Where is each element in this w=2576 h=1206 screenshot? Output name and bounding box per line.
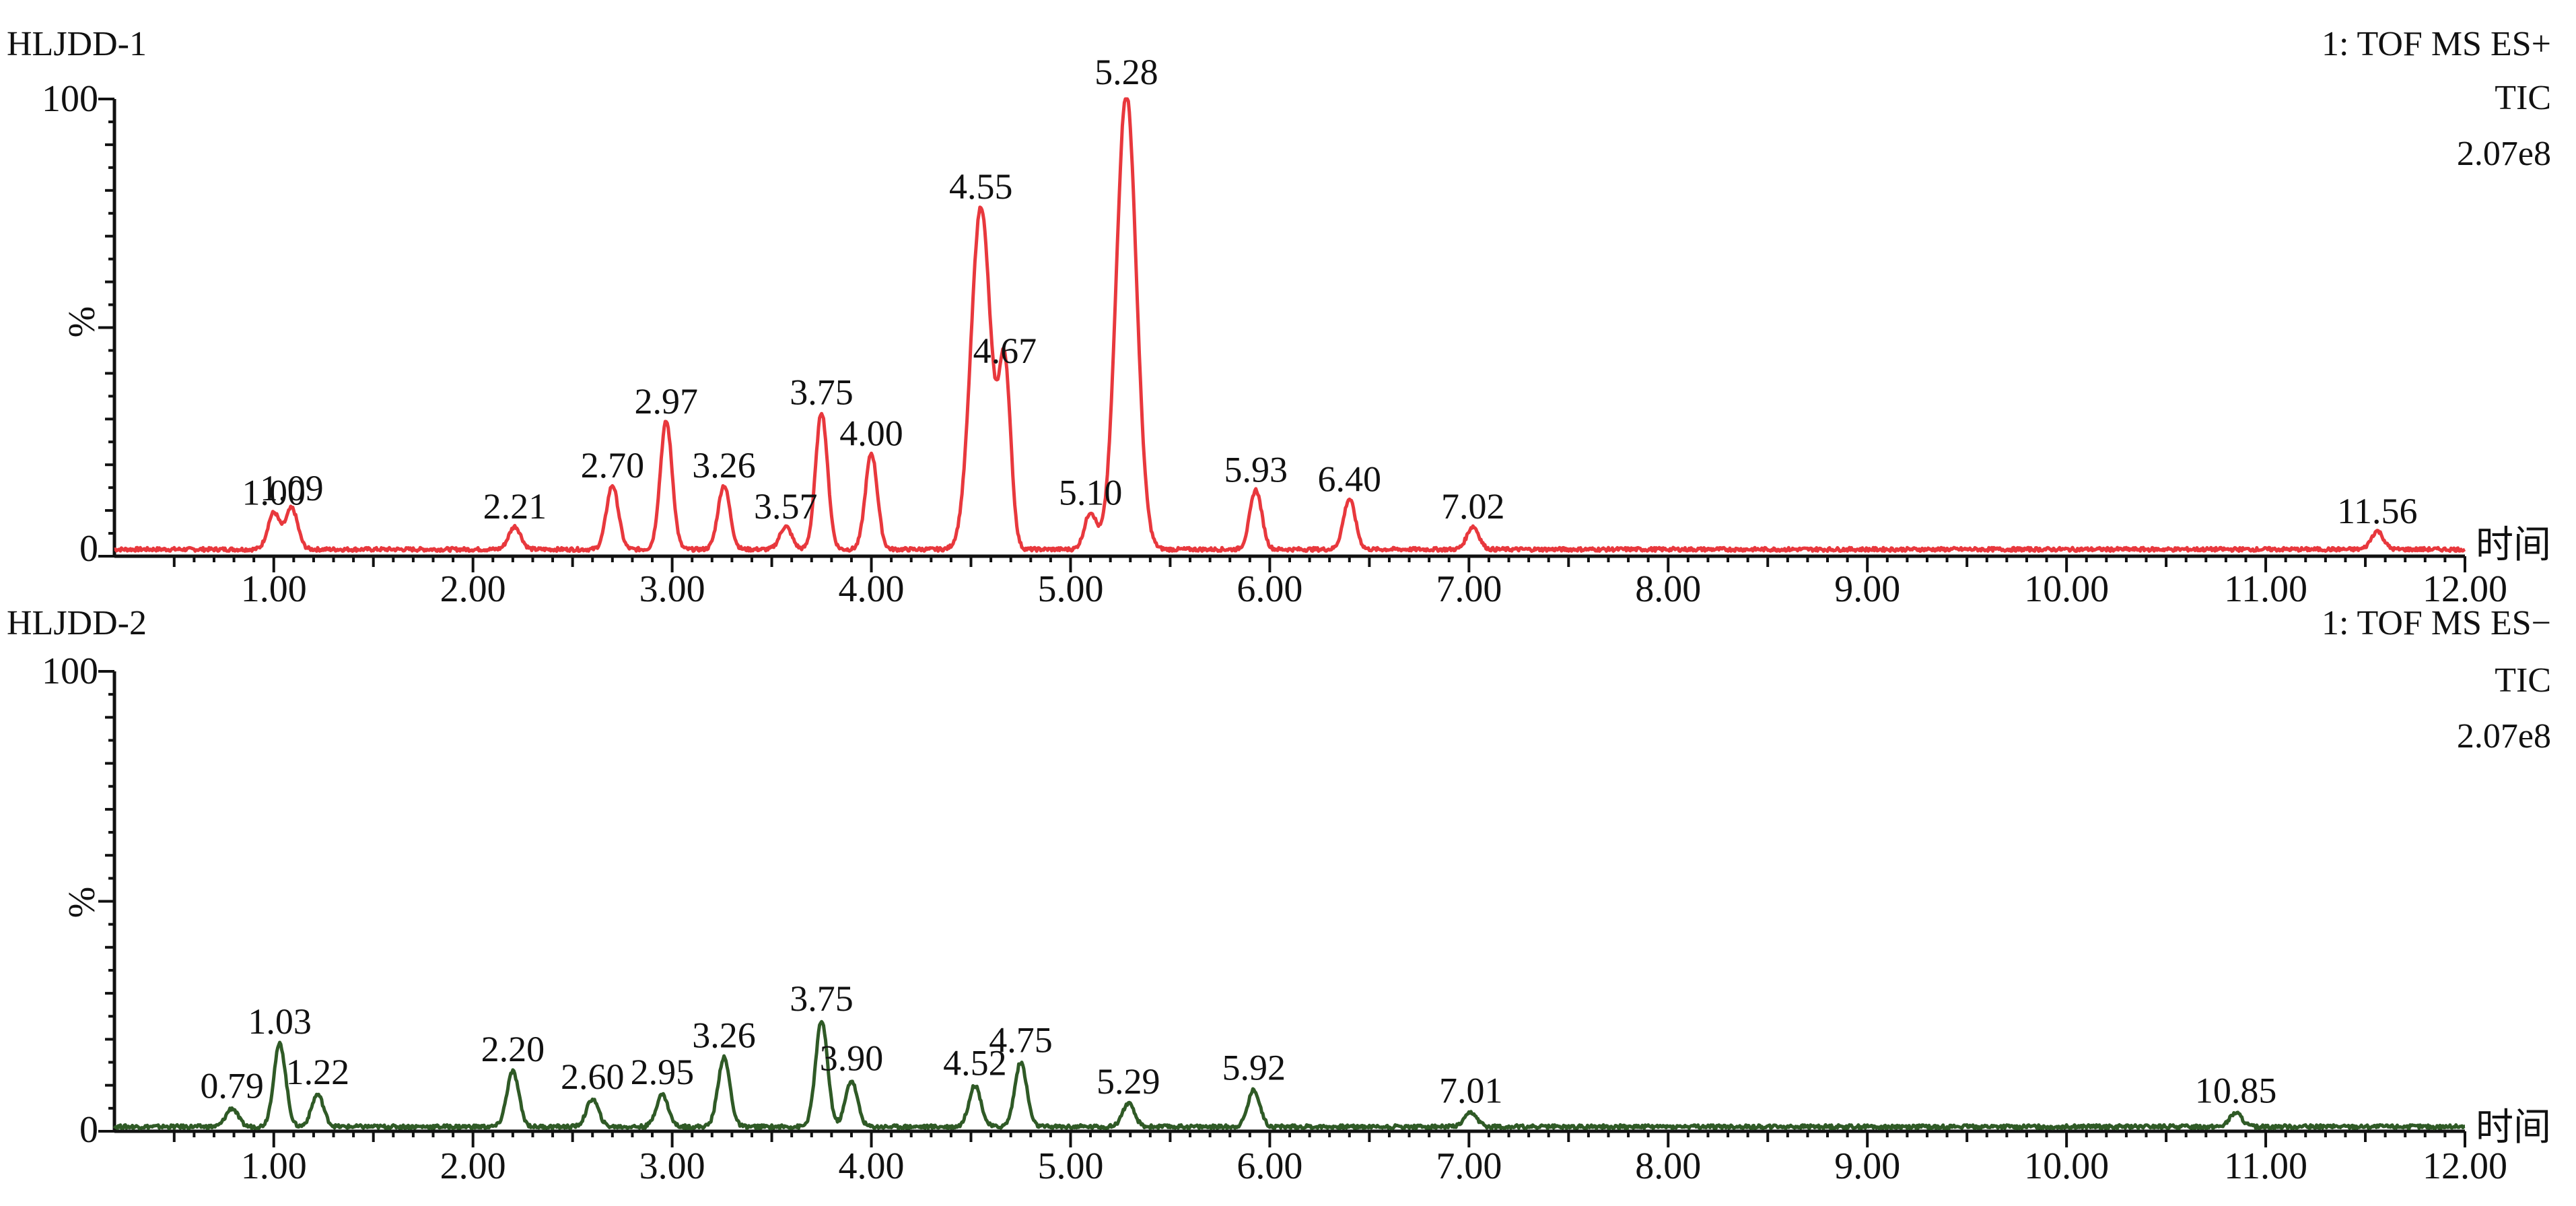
peak-label: 3.90: [820, 1038, 884, 1079]
x-tick-label: 7.00: [1436, 1145, 1502, 1187]
peak-label: 2.60: [561, 1057, 625, 1097]
x-tick-label: 10.00: [2024, 568, 2109, 610]
peak-label: 10.85: [2195, 1071, 2277, 1111]
sample-name: HLJDD-1: [7, 25, 147, 63]
peak-label: 5.28: [1094, 52, 1158, 92]
peak-label: 0.79: [200, 1066, 264, 1106]
x-tick-label: 8.00: [1635, 568, 1701, 610]
x-tick-label: 6.00: [1237, 568, 1302, 610]
peak-label: 4.55: [949, 166, 1013, 207]
x-tick-label: 2.00: [440, 1145, 506, 1187]
peak-label: 7.02: [1441, 486, 1505, 527]
x-tick-label: 6.00: [1237, 1145, 1302, 1187]
peak-label: 7.01: [1439, 1071, 1503, 1111]
y-tick-label-100: 100: [42, 650, 98, 692]
peak-label: 2.95: [631, 1052, 695, 1092]
x-tick-label: 10.00: [2024, 1145, 2109, 1187]
chromatogram-panel-es-positive: HLJDD-1 1: TOF MS ES+ TIC 2.07e8 100 0 %…: [7, 25, 2551, 610]
x-tick-labels: 1.00 2.00 3.00 4.00 5.00 6.00 7.00 8.00 9.00 10.0…: [241, 1145, 2507, 1187]
sample-name: HLJDD-2: [7, 604, 147, 642]
x-axis-label: 时间: [2476, 1107, 2551, 1149]
peak-labels: 0.79 1.03 1.22 2.20 2.60 2.953.26 3.75 3.90 4.52…: [200, 978, 2276, 1111]
y-tick-label-0: 0: [79, 528, 98, 570]
y-axis-label: %: [61, 306, 103, 338]
axis-ticks: [98, 98, 2466, 572]
y-axis-label: %: [61, 887, 103, 918]
peak-label: 6.40: [1318, 459, 1382, 499]
peak-labels: 1.001.09 2.21 2.70 2.97 3.263.57 3.754.00 4.55…: [242, 52, 2417, 531]
x-tick-label: 8.00: [1635, 1145, 1701, 1187]
peak-label: 4.75: [989, 1019, 1053, 1060]
peak-label: 1.09: [260, 468, 324, 508]
peak-label: 2.20: [481, 1029, 545, 1069]
x-tick-label: 12.00: [2423, 1145, 2507, 1187]
chromatogram-panel-es-negative: HLJDD-2 1: TOF MS ES− TIC 2.07e8 100 0 %…: [7, 604, 2551, 1187]
y-tick-label-100: 100: [42, 78, 98, 120]
trace-type-label: TIC: [2495, 661, 2551, 700]
x-tick-label: 1.00: [241, 568, 307, 610]
x-tick-label: 1.00: [241, 1145, 307, 1187]
x-tick-label: 11.00: [2224, 1145, 2307, 1187]
x-tick-label: 9.00: [1834, 1145, 1900, 1187]
x-tick-label: 4.00: [839, 568, 905, 610]
tic-trace-line: [114, 97, 2466, 553]
peak-label: 4.52: [943, 1043, 1007, 1083]
peak-label: 3.57: [754, 486, 818, 527]
tic-trace-line: [112, 1019, 2466, 1131]
ion-mode-label: 1: TOF MS ES−: [2322, 604, 2551, 642]
peak-label: 3.75: [790, 372, 854, 412]
peak-label: 1.03: [248, 1001, 312, 1042]
peak-label: 11.56: [2337, 491, 2418, 531]
x-tick-label: 2.00: [440, 568, 506, 610]
x-tick-label: 5.00: [1037, 568, 1103, 610]
intensity-scale-label: 2.07e8: [2457, 717, 2551, 756]
peak-label: 5.93: [1224, 450, 1288, 490]
x-tick-label: 11.00: [2224, 568, 2307, 610]
peak-label: 3.26: [692, 1015, 756, 1056]
peak-label: 4.00: [839, 413, 903, 453]
x-axis-label: 时间: [2476, 525, 2551, 566]
peak-label: 2.70: [581, 445, 645, 485]
peak-label: 4.67: [973, 331, 1037, 371]
peak-label: 5.29: [1096, 1061, 1160, 1102]
x-tick-label: 12.00: [2423, 568, 2507, 610]
peak-label: 1.00: [242, 473, 306, 513]
x-tick-label: 9.00: [1834, 568, 1900, 610]
x-tick-label: 5.00: [1037, 1145, 1103, 1187]
peak-label: 1.22: [286, 1052, 350, 1092]
y-tick-label-0: 0: [79, 1109, 98, 1151]
peak-label: 5.92: [1222, 1047, 1286, 1087]
peak-label: 2.97: [634, 381, 698, 422]
peak-label: 3.26: [692, 445, 756, 485]
peak-label: 3.75: [790, 978, 854, 1019]
x-tick-labels: 1.00 2.00 3.00 4.00 5.00 6.00 7.00 8.00 9.00 10.0…: [241, 568, 2507, 610]
peak-label: 2.21: [483, 486, 547, 527]
trace-type-label: TIC: [2495, 79, 2551, 117]
ion-mode-label: 1: TOF MS ES+: [2322, 25, 2551, 63]
x-tick-label: 3.00: [639, 1145, 705, 1187]
peak-label: 5.10: [1059, 473, 1123, 513]
x-tick-label: 7.00: [1436, 568, 1502, 610]
x-tick-label: 3.00: [639, 568, 705, 610]
x-tick-label: 4.00: [839, 1145, 905, 1187]
intensity-scale-label: 2.07e8: [2457, 135, 2551, 173]
